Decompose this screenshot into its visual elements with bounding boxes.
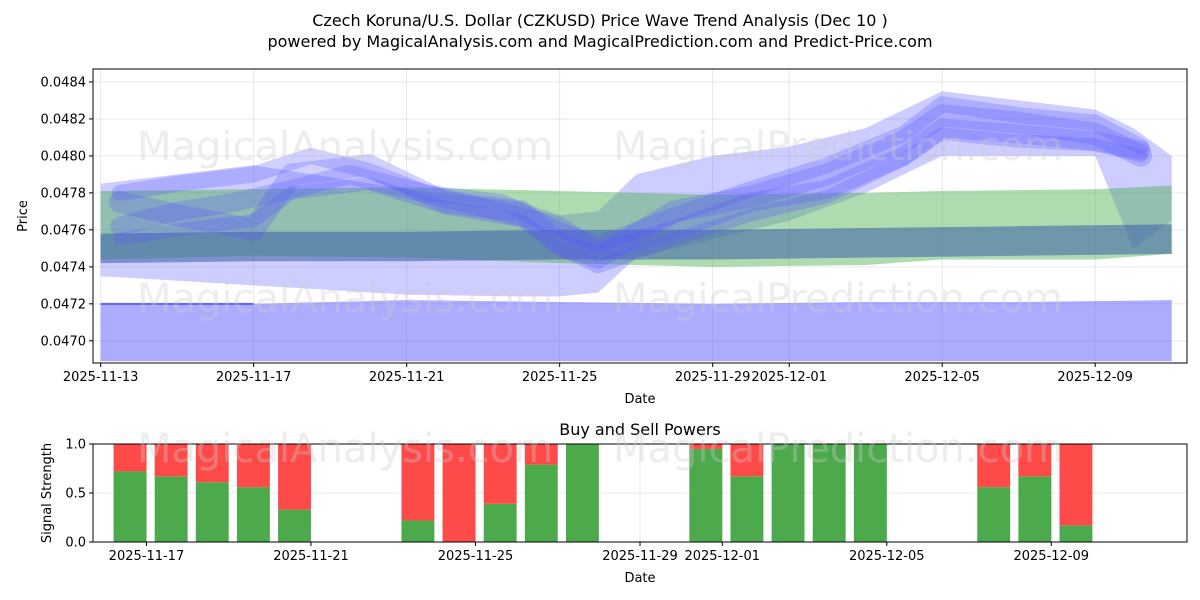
buy-bar [771, 444, 805, 542]
y-tick-label: 0.0484 [41, 75, 87, 90]
watermark: MagicalAnalysis.com [137, 124, 553, 170]
buy-sell-plot: 2025-11-17 2025-11-21 2025-11-25 2025-11-29… [40, 420, 1188, 586]
sell-bar [730, 444, 764, 477]
y-tick-label: 0.0474 [41, 260, 87, 275]
x-tick-label: 2025-12-05 [849, 549, 925, 564]
watermark-layer: MagicalAnalysis.com MagicalPrediction.co… [137, 124, 1063, 472]
y-tick-label: 1.0 [65, 438, 86, 453]
watermark: MagicalAnalysis.com [137, 426, 553, 472]
x-tick-label: 2025-12-01 [684, 549, 760, 564]
x-tick-label: 2025-11-17 [109, 549, 185, 564]
wave-trend-line [111, 96, 1150, 253]
chart-subtitle: powered by MagicalAnalysis.com and Magic… [267, 32, 932, 51]
x-axis-label: Date [624, 571, 655, 586]
sell-bar [689, 444, 723, 449]
buy-bar [730, 476, 764, 542]
x-tick-label: 2025-11-13 [63, 370, 139, 385]
buy-bar [1059, 525, 1093, 542]
sell-bar [113, 444, 147, 472]
wave-trend-line [113, 127, 1148, 274]
sell-bar [154, 444, 188, 477]
y-tick-label: 0.5 [65, 487, 86, 502]
watermark: MagicalAnalysis.com [137, 276, 553, 322]
y-tick-label: 0.0470 [41, 334, 87, 349]
x-tick-label: 2025-11-25 [522, 370, 598, 385]
y-tick-label: 0.0476 [41, 223, 87, 238]
x-tick-label: 2025-12-09 [1057, 370, 1133, 385]
watermark: MagicalPrediction.com [613, 124, 1063, 170]
y-axis-label: Price [16, 200, 31, 232]
sell-bar [1059, 444, 1093, 526]
lower-blue-band [100, 300, 1172, 362]
steel-band [100, 224, 1172, 264]
x-tick-label: 2025-12-05 [904, 370, 980, 385]
sell-bar [1018, 444, 1052, 477]
x-tick-label: 2025-11-21 [273, 549, 349, 564]
price-wave-plot: 2025-11-13 2025-11-17 2025-11-21 2025-11-25… [16, 68, 1188, 407]
y-axis-label: Signal Strength [40, 443, 55, 543]
bottom-chart-title: Buy and Sell Powers [559, 420, 721, 439]
x-tick-label: 2025-11-21 [369, 370, 445, 385]
buy-bar [977, 487, 1011, 542]
buy-bar [483, 503, 517, 542]
buy-bar [853, 444, 887, 542]
buy-bar [278, 509, 311, 542]
buy-bar [113, 471, 147, 542]
x-tick-label: 2025-11-17 [216, 370, 292, 385]
y-tick-label: 0.0482 [41, 112, 87, 127]
sell-bar [442, 444, 476, 542]
sell-bar [236, 444, 270, 488]
buy-bar [812, 444, 846, 542]
sell-bar [195, 444, 229, 483]
watermark: MagicalPrediction.com [613, 276, 1063, 322]
plot-frame [92, 68, 1188, 364]
sell-bar [977, 444, 1011, 488]
y-tick-label: 0.0478 [41, 186, 87, 201]
sell-bar [483, 444, 517, 504]
x-tick-label: 2025-12-01 [751, 370, 827, 385]
wave-trend-line [108, 104, 1153, 269]
buy-bar [565, 444, 599, 542]
buy-bar [195, 482, 229, 542]
wave-trend-line [110, 118, 1151, 262]
buy-bar [401, 520, 435, 542]
sell-bar [524, 444, 558, 465]
buy-bar [236, 487, 270, 542]
y-tick-label: 0.0480 [41, 149, 87, 164]
x-tick-label: 2025-12-09 [1013, 549, 1089, 564]
y-tick-label: 0.0 [65, 536, 86, 551]
watermark: MagicalPrediction.com [613, 426, 1063, 472]
x-axis-label: Date [624, 392, 655, 407]
sell-bar [278, 444, 311, 510]
buy-bar [524, 464, 558, 542]
x-tick-label: 2025-11-29 [675, 370, 751, 385]
x-tick-label: 2025-11-25 [438, 549, 514, 564]
buy-bar [689, 448, 723, 542]
y-tick-label: 0.0472 [41, 297, 87, 312]
buy-bar [1018, 476, 1052, 542]
sell-bar [401, 444, 435, 521]
x-tick-label: 2025-11-29 [602, 549, 678, 564]
chart-title: Czech Koruna/U.S. Dollar (CZKUSD) Price … [312, 11, 888, 30]
buy-bar [154, 476, 188, 542]
